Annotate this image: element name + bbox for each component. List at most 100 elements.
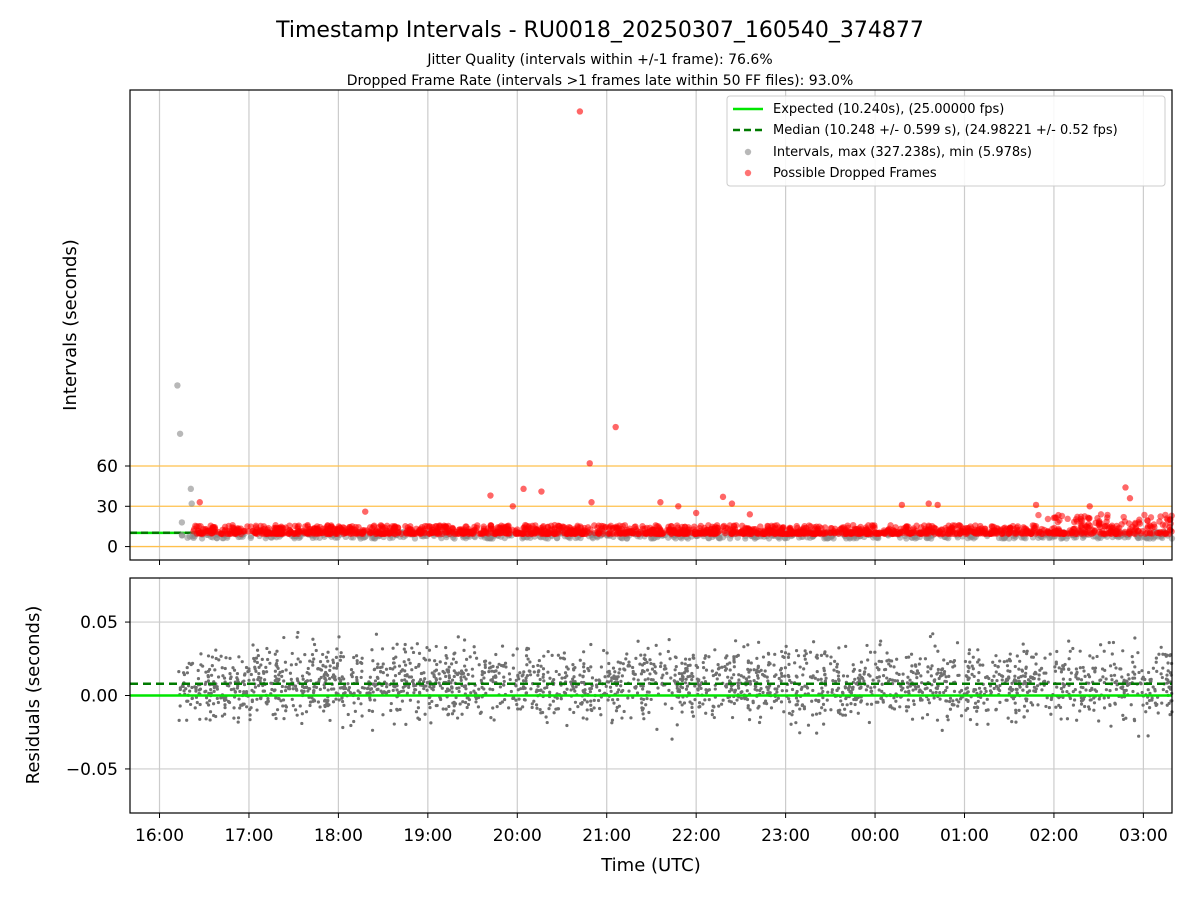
residual-point (780, 649, 784, 654)
residual-point (284, 709, 288, 713)
residual-point (568, 707, 572, 711)
dropped-frame-point (887, 522, 894, 529)
dropped-frame-point (1126, 530, 1133, 537)
dropped-frame-point (437, 523, 444, 531)
residual-point (681, 675, 685, 679)
dropped-frame-point (588, 499, 595, 506)
residual-point (247, 678, 251, 682)
residual-point (247, 669, 251, 673)
residual-point (589, 665, 593, 669)
dropped-frame-point (765, 530, 773, 538)
residual-point (592, 706, 596, 710)
residual-point (680, 678, 684, 683)
residual-point (862, 679, 866, 683)
residual-point (966, 669, 970, 674)
residual-point (1024, 665, 1028, 669)
residual-point (215, 687, 219, 691)
y-tick-label: 0 (107, 538, 118, 558)
residual-point (703, 698, 707, 702)
residual-point (1014, 708, 1018, 712)
dropped-frame-point (963, 524, 971, 532)
residual-point (1102, 696, 1106, 700)
residual-point (571, 677, 575, 681)
residual-point (745, 689, 749, 693)
residual-point (976, 699, 980, 703)
residual-point (452, 674, 456, 679)
residual-point (249, 706, 253, 710)
residual-point (730, 676, 734, 680)
residual-point (444, 661, 448, 665)
residual-point (660, 676, 664, 680)
residual-point (199, 652, 203, 656)
residual-point (1132, 717, 1136, 721)
residual-point (279, 699, 283, 703)
residual-point (372, 682, 376, 686)
dropped-frame-point (1096, 518, 1103, 525)
residual-point (994, 654, 998, 658)
residual-point (704, 668, 709, 672)
residual-point (359, 660, 363, 665)
dropped-frame-point (728, 500, 736, 507)
residual-point (760, 672, 765, 677)
dropped-frame-point (518, 530, 526, 537)
residual-point (565, 687, 569, 691)
residual-point (327, 677, 332, 681)
residual-point (312, 657, 316, 661)
residual-point (814, 712, 819, 716)
dropped-frame-point (622, 529, 629, 537)
residual-point (990, 678, 994, 683)
residual-point (710, 669, 714, 673)
dropped-frame-point (925, 500, 932, 507)
residual-point (874, 662, 878, 666)
residual-point (925, 712, 930, 717)
residual-point (314, 648, 318, 653)
dropped-frame-point (244, 523, 251, 530)
residual-point (1129, 703, 1133, 707)
dropped-frame-point (881, 529, 888, 537)
residual-point (552, 678, 556, 682)
residual-point (333, 677, 337, 682)
chart-subtitle-jitter: Jitter Quality (intervals within +/-1 fr… (426, 52, 772, 68)
residual-point (895, 679, 900, 683)
residual-point (365, 686, 370, 691)
residual-point (642, 717, 646, 721)
residual-point (845, 674, 850, 678)
residual-point (439, 697, 443, 702)
residual-point (869, 686, 873, 690)
residual-point (581, 689, 585, 693)
residual-point (973, 701, 978, 705)
residual-point (617, 671, 621, 675)
residual-point (1022, 715, 1026, 719)
residual-point (691, 656, 695, 660)
residual-point (643, 657, 648, 662)
residual-point (1079, 685, 1083, 689)
dropped-frame-point (909, 526, 917, 534)
residual-point (1154, 656, 1158, 660)
residual-point (261, 689, 265, 693)
residual-point (224, 656, 228, 660)
residual-point (437, 672, 441, 676)
residual-point (1081, 697, 1086, 701)
residual-point (359, 702, 363, 706)
residual-point (371, 659, 375, 663)
residual-point (798, 731, 802, 735)
residual-point (204, 680, 208, 684)
residual-point (515, 647, 519, 651)
residual-point (1004, 678, 1008, 683)
dropped-frame-point (821, 524, 829, 531)
residual-point (856, 676, 860, 680)
residual-point (733, 688, 738, 692)
residual-point (355, 659, 359, 663)
residual-point (427, 648, 432, 652)
dropped-frame-point (327, 530, 334, 537)
residual-point (599, 713, 603, 717)
residual-point (343, 691, 347, 695)
residual-point (298, 660, 302, 664)
residual-point (673, 668, 677, 672)
residual-point (370, 728, 375, 732)
residual-point (824, 676, 828, 680)
residual-point (615, 705, 619, 710)
residual-point (859, 700, 863, 704)
residual-point (942, 658, 946, 662)
residual-point (359, 675, 363, 680)
